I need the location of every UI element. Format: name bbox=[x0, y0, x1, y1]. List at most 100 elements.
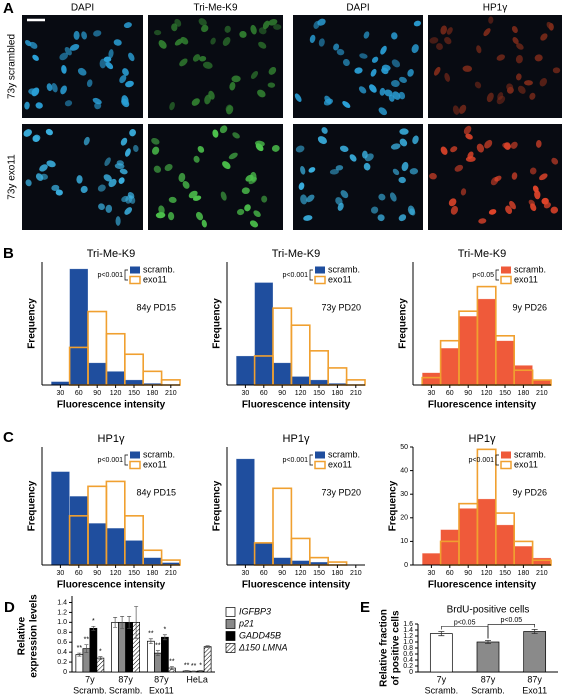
nucleus bbox=[202, 61, 213, 69]
nucleus bbox=[300, 194, 308, 205]
nucleus bbox=[377, 214, 385, 222]
nucleus bbox=[515, 55, 523, 64]
nucleus bbox=[151, 146, 160, 155]
nucleus bbox=[354, 67, 363, 74]
nucleus bbox=[120, 137, 128, 146]
nucleus bbox=[210, 37, 216, 45]
x-tick-label: 150 bbox=[128, 390, 140, 397]
image-background bbox=[293, 15, 423, 118]
histogram-bar bbox=[124, 540, 144, 566]
histogram-bar bbox=[477, 498, 497, 566]
nucleus bbox=[77, 67, 87, 76]
significance: ** bbox=[155, 642, 161, 649]
x-tick-label: 150 bbox=[499, 570, 511, 577]
nucleus bbox=[222, 37, 231, 46]
nucleus bbox=[398, 91, 406, 100]
nucleus bbox=[224, 25, 231, 33]
x-tick-label: Scramb. bbox=[73, 685, 107, 695]
bar bbox=[96, 657, 105, 673]
nucleus bbox=[129, 129, 137, 137]
bar bbox=[161, 636, 169, 673]
nucleus bbox=[550, 206, 559, 214]
histogram-bar bbox=[327, 367, 348, 386]
nucleus bbox=[349, 154, 357, 162]
nucleus bbox=[440, 25, 447, 35]
y-tick-label: 1.2 bbox=[57, 609, 67, 616]
histogram-bar bbox=[458, 315, 478, 386]
significance: * bbox=[99, 648, 102, 655]
nucleus bbox=[484, 139, 493, 149]
nucleus bbox=[370, 206, 379, 214]
nucleus bbox=[407, 69, 414, 77]
legend-swatch bbox=[501, 266, 511, 274]
nucleus bbox=[262, 20, 270, 30]
nucleus bbox=[122, 68, 129, 76]
legend-label: scramb. bbox=[328, 264, 360, 274]
nucleus bbox=[158, 40, 167, 49]
panel-label: B bbox=[3, 245, 14, 262]
x-tick-label: 150 bbox=[128, 570, 140, 577]
x-tick-label: Scramb. bbox=[471, 685, 505, 695]
nucleus bbox=[86, 79, 93, 88]
nucleus bbox=[539, 173, 548, 181]
legend-swatch bbox=[500, 460, 512, 470]
nucleus bbox=[192, 54, 201, 62]
nucleus bbox=[198, 18, 207, 26]
nucleus bbox=[116, 160, 124, 166]
bracket bbox=[495, 269, 499, 281]
nucleus bbox=[399, 76, 407, 83]
nucleus bbox=[271, 144, 280, 152]
y-tick-label: 0.8 bbox=[57, 629, 67, 636]
nucleus bbox=[429, 172, 437, 180]
nucleus bbox=[390, 143, 401, 150]
nucleus bbox=[511, 25, 518, 34]
nucleus bbox=[494, 175, 502, 182]
x-tick-label: Exo11 bbox=[149, 685, 174, 695]
nucleus bbox=[193, 155, 200, 163]
nucleus bbox=[295, 145, 305, 153]
nucleus bbox=[333, 43, 340, 51]
nucleus bbox=[450, 205, 459, 215]
nucleus bbox=[448, 198, 457, 207]
y-tick-label: 20 bbox=[400, 515, 408, 522]
nucleus bbox=[510, 141, 518, 149]
x-tick-label: 87y bbox=[154, 674, 169, 684]
nucleus bbox=[76, 175, 83, 184]
nucleus bbox=[180, 36, 189, 45]
x-tick-label: Exo11 bbox=[522, 685, 547, 695]
chart-title: Tri-Me-K9 bbox=[87, 248, 135, 260]
x-tick-label: 210 bbox=[536, 390, 548, 397]
histogram-bar bbox=[458, 508, 478, 566]
bar bbox=[147, 640, 155, 673]
legend-swatch bbox=[225, 643, 236, 653]
nucleus bbox=[199, 55, 207, 62]
y-axis-label: Relative bbox=[17, 616, 28, 655]
bar bbox=[125, 621, 133, 673]
histogram-bar bbox=[345, 379, 366, 386]
y-tick-label: 0.2 bbox=[57, 659, 67, 666]
chart-title: Tri-Me-K9 bbox=[458, 248, 506, 260]
x-tick-label: 120 bbox=[481, 390, 493, 397]
nucleus bbox=[339, 145, 349, 152]
nucleus bbox=[197, 146, 205, 153]
legend-label: IGFBP3 bbox=[239, 606, 271, 616]
nucleus bbox=[103, 56, 112, 63]
chart-title: HP1γ bbox=[98, 433, 125, 445]
x-tick-label: 30 bbox=[242, 570, 250, 577]
x-tick-label: 30 bbox=[57, 570, 65, 577]
legend-swatch bbox=[225, 619, 236, 629]
histogram-bar bbox=[69, 495, 89, 566]
bracket bbox=[124, 269, 128, 281]
x-tick-label: 90 bbox=[464, 570, 472, 577]
nucleus bbox=[486, 92, 494, 103]
nucleus bbox=[358, 86, 367, 94]
bar bbox=[203, 646, 212, 673]
histogram-bar bbox=[272, 557, 292, 566]
nucleus bbox=[546, 21, 553, 30]
nucleus bbox=[250, 71, 259, 79]
y-tick-label: 1.6 bbox=[403, 621, 413, 628]
x-tick-label: 180 bbox=[147, 570, 159, 577]
y-axis-label: Frequency bbox=[27, 298, 38, 349]
nucleus bbox=[121, 95, 129, 106]
